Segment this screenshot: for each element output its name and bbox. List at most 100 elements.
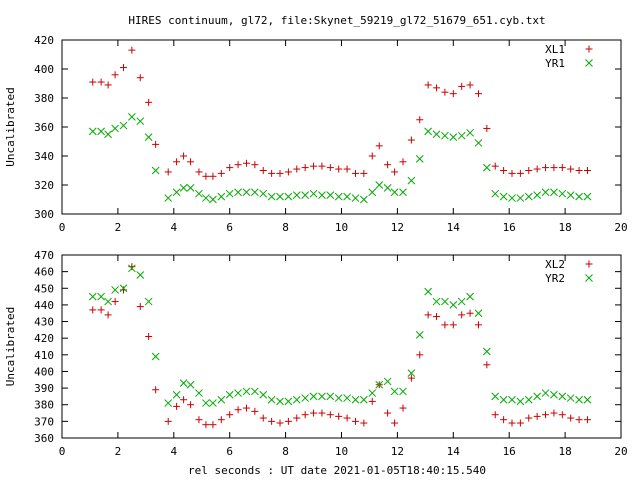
data-point (310, 162, 318, 170)
data-point (360, 195, 368, 204)
data-point (335, 165, 343, 173)
x-tick-label: 6 (226, 221, 233, 234)
data-point (550, 188, 558, 197)
legend-label: YR2 (545, 272, 565, 285)
data-point (292, 395, 301, 404)
data-point (111, 71, 119, 79)
x-tick-label: 18 (558, 221, 571, 234)
data-point (391, 419, 399, 427)
data-point (399, 404, 407, 412)
data-point (267, 395, 276, 404)
y-tick-label: 420 (34, 332, 54, 345)
data-point (173, 402, 181, 410)
data-point (390, 188, 399, 197)
legend-label: XL1 (545, 43, 565, 56)
x-tick-label: 8 (282, 221, 289, 234)
data-point (449, 321, 457, 329)
data-point (449, 301, 458, 309)
data-point (449, 90, 457, 98)
data-point (524, 192, 533, 201)
data-point (202, 194, 210, 202)
data-point (483, 124, 491, 132)
data-point (491, 392, 500, 401)
data-point (343, 414, 351, 422)
data-point (187, 158, 195, 166)
data-point (217, 395, 226, 404)
data-point (334, 192, 343, 201)
data-point (432, 297, 441, 306)
data-point (202, 421, 210, 429)
data-point (251, 188, 259, 197)
data-point (368, 397, 376, 405)
legend-label: YR1 (545, 57, 565, 70)
chart-title: HIRES continuum, gl72, file:Skynet_59219… (128, 14, 545, 27)
x-tick-label: 6 (226, 445, 233, 458)
data-point (284, 192, 293, 201)
data-point (180, 152, 188, 160)
data-point (368, 389, 377, 397)
x-tick-label: 14 (447, 445, 461, 458)
data-point (343, 192, 351, 201)
data-point (575, 192, 583, 201)
data-point (474, 139, 483, 147)
data-point (415, 155, 424, 163)
data-point (567, 414, 575, 422)
data-point (309, 392, 318, 401)
data-point (104, 297, 112, 306)
y-tick-label: 450 (34, 282, 54, 295)
data-point (424, 127, 432, 136)
data-point (234, 389, 242, 397)
data-point (407, 176, 416, 185)
data-point (318, 162, 326, 170)
data-point (525, 414, 533, 422)
data-point (195, 189, 203, 198)
data-point (119, 64, 127, 72)
data-point (583, 192, 592, 201)
data-point (186, 184, 195, 192)
data-point (541, 389, 550, 397)
y-tick-label: 320 (34, 179, 54, 192)
data-point (343, 394, 351, 402)
data-point (145, 98, 153, 106)
data-point (407, 369, 416, 377)
data-point (416, 116, 424, 124)
data-point (104, 81, 112, 89)
data-point (104, 130, 112, 139)
y-tick-label: 440 (34, 299, 54, 312)
data-point (566, 394, 575, 402)
data-point (136, 271, 145, 279)
data-point (483, 361, 491, 369)
data-point (301, 394, 310, 402)
data-point (533, 412, 541, 420)
data-point (516, 194, 525, 202)
data-point (309, 189, 318, 198)
y-tick-label: 380 (34, 92, 54, 105)
data-point (334, 394, 343, 402)
data-point (407, 374, 415, 382)
data-point (516, 169, 524, 177)
y-tick-label: 400 (34, 63, 54, 76)
data-point (558, 164, 566, 172)
data-point (209, 399, 217, 407)
data-point (259, 390, 268, 399)
data-point (259, 189, 268, 198)
data-point (457, 131, 466, 140)
data-point (466, 128, 474, 137)
data-point (375, 142, 383, 150)
data-point (424, 311, 432, 319)
legend-label: XL2 (545, 258, 565, 271)
x-tick-label: 2 (115, 221, 122, 234)
data-point (242, 188, 251, 197)
data-point (524, 395, 533, 404)
x-tick-label: 4 (170, 445, 177, 458)
data-point (195, 168, 203, 176)
data-point (351, 169, 359, 177)
x-tick-label: 16 (503, 445, 516, 458)
data-point (152, 386, 160, 394)
data-point (128, 46, 136, 54)
data-point (318, 392, 326, 401)
data-point (558, 392, 567, 401)
data-point (284, 417, 292, 425)
data-point (97, 127, 105, 136)
